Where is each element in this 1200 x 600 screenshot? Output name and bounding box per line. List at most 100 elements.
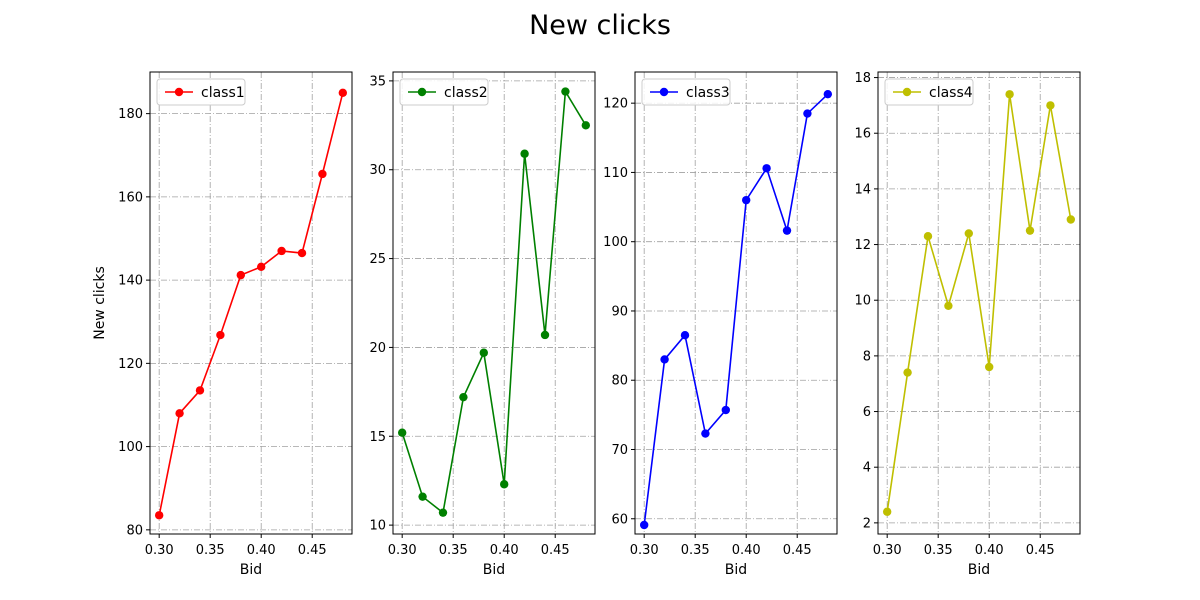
data-point	[1046, 101, 1055, 110]
x-axis-label: Bid	[968, 562, 990, 578]
series-line-class4	[886, 94, 1072, 512]
x-tick-label: 0.35	[439, 543, 468, 558]
data-point	[721, 405, 730, 415]
data-point	[581, 121, 591, 130]
data-point	[318, 169, 327, 179]
data-point	[823, 89, 833, 99]
legend: class2	[399, 78, 489, 106]
subplot-3: 0.30 0.35 0.40 0.45 60 70 80 90 100 110 120 Bid clas…	[603, 71, 838, 578]
data-point	[500, 480, 509, 489]
y-tick-label: 70	[611, 443, 628, 458]
y-tick-label: 120	[118, 357, 143, 372]
data-point	[923, 232, 933, 241]
data-point	[459, 392, 468, 402]
y-tick-label: 35	[369, 74, 386, 89]
data-point	[1005, 90, 1014, 99]
y-tick-label: 2	[863, 516, 871, 531]
data-point	[520, 149, 529, 158]
x-tick-label: 0.40	[247, 543, 276, 558]
plot-frame	[149, 71, 353, 535]
legend: class4	[884, 78, 974, 106]
y-tick-label: 180	[118, 107, 143, 122]
data-point	[175, 409, 184, 418]
y-tick-label: 14	[854, 182, 871, 197]
y-tick-label: 140	[118, 274, 143, 289]
data-point	[277, 246, 286, 256]
y-tick-label: 25	[369, 252, 386, 267]
x-tick-label: 0.35	[681, 543, 710, 558]
legend-marker	[659, 87, 669, 97]
y-tick-label: 6	[863, 405, 871, 420]
data-point	[257, 262, 266, 271]
y-tick-label: 15	[369, 430, 386, 445]
data-point	[985, 362, 994, 372]
x-tick-label: 0.30	[145, 543, 174, 558]
data-point	[297, 248, 307, 258]
y-tick-label: 90	[611, 304, 628, 319]
legend-label: class2	[444, 85, 488, 101]
plot-frame	[392, 71, 596, 535]
data-point	[1025, 226, 1035, 235]
y-tick-label: 100	[603, 235, 628, 250]
subplot-1: 0.30 0.35 0.40 0.45 80 100 120 140 160 180 Bid New …	[92, 71, 353, 578]
data-point	[660, 355, 669, 364]
data-point	[964, 229, 973, 238]
data-point	[882, 507, 892, 516]
data-point	[561, 87, 570, 96]
data-point	[195, 386, 205, 395]
data-point	[701, 429, 710, 438]
x-tick-label: 0.30	[388, 543, 417, 558]
legend-marker	[417, 87, 427, 97]
data-point	[479, 348, 488, 357]
subplot-2: 0.30 0.35 0.40 0.45 10 15 20 25 30 35 Bid class2	[369, 71, 596, 578]
legend-marker	[174, 87, 184, 97]
y-tick-label: 60	[611, 512, 628, 527]
x-tick-label: 0.35	[196, 543, 225, 558]
data-point	[803, 109, 812, 118]
series-line-class1	[158, 92, 344, 516]
y-tick-label: 100	[118, 440, 143, 455]
legend-box	[641, 78, 731, 106]
x-tick-label: 0.45	[298, 543, 327, 558]
figure-title: New clicks	[529, 10, 671, 41]
x-tick-label: 0.40	[732, 543, 761, 558]
x-tick-label: 0.40	[975, 543, 1004, 558]
x-axis-label: Bid	[483, 562, 505, 578]
legend-box	[884, 78, 974, 106]
legend: class1	[156, 78, 246, 106]
legend-label: class3	[686, 85, 730, 101]
x-tick-label: 0.30	[873, 543, 902, 558]
x-tick-label: 0.45	[1026, 543, 1055, 558]
y-tick-label: 18	[854, 71, 871, 86]
series-line-class3	[643, 93, 829, 526]
y-tick-label: 20	[369, 341, 386, 356]
data-point	[680, 331, 690, 340]
y-tick-label: 8	[863, 349, 871, 364]
subplot-4: 0.30 0.35 0.40 0.45 2 4 6 8 10 12 14 16 18 Bid class4	[854, 71, 1081, 578]
data-point	[639, 520, 649, 530]
y-tick-label: 10	[854, 294, 871, 309]
data-point	[540, 330, 550, 340]
y-tick-label: 120	[603, 97, 628, 112]
y-tick-label: 12	[854, 238, 871, 253]
data-point	[338, 88, 348, 98]
y-axis-label: New clicks	[92, 266, 108, 340]
y-tick-label: 30	[369, 163, 386, 178]
data-point	[236, 270, 245, 280]
data-point	[397, 428, 407, 437]
data-point	[1066, 215, 1076, 224]
data-point	[154, 511, 164, 520]
x-tick-label: 0.45	[541, 543, 570, 558]
plot-frame	[634, 71, 838, 535]
y-tick-label: 80	[611, 374, 628, 389]
x-tick-label: 0.40	[490, 543, 519, 558]
legend-label: class1	[201, 85, 245, 101]
legend-box	[156, 78, 246, 106]
data-point	[742, 195, 751, 205]
legend: class3	[641, 78, 731, 106]
y-tick-label: 16	[854, 127, 871, 142]
data-point	[944, 301, 953, 310]
legend-box	[399, 78, 489, 106]
data-point	[782, 226, 792, 235]
